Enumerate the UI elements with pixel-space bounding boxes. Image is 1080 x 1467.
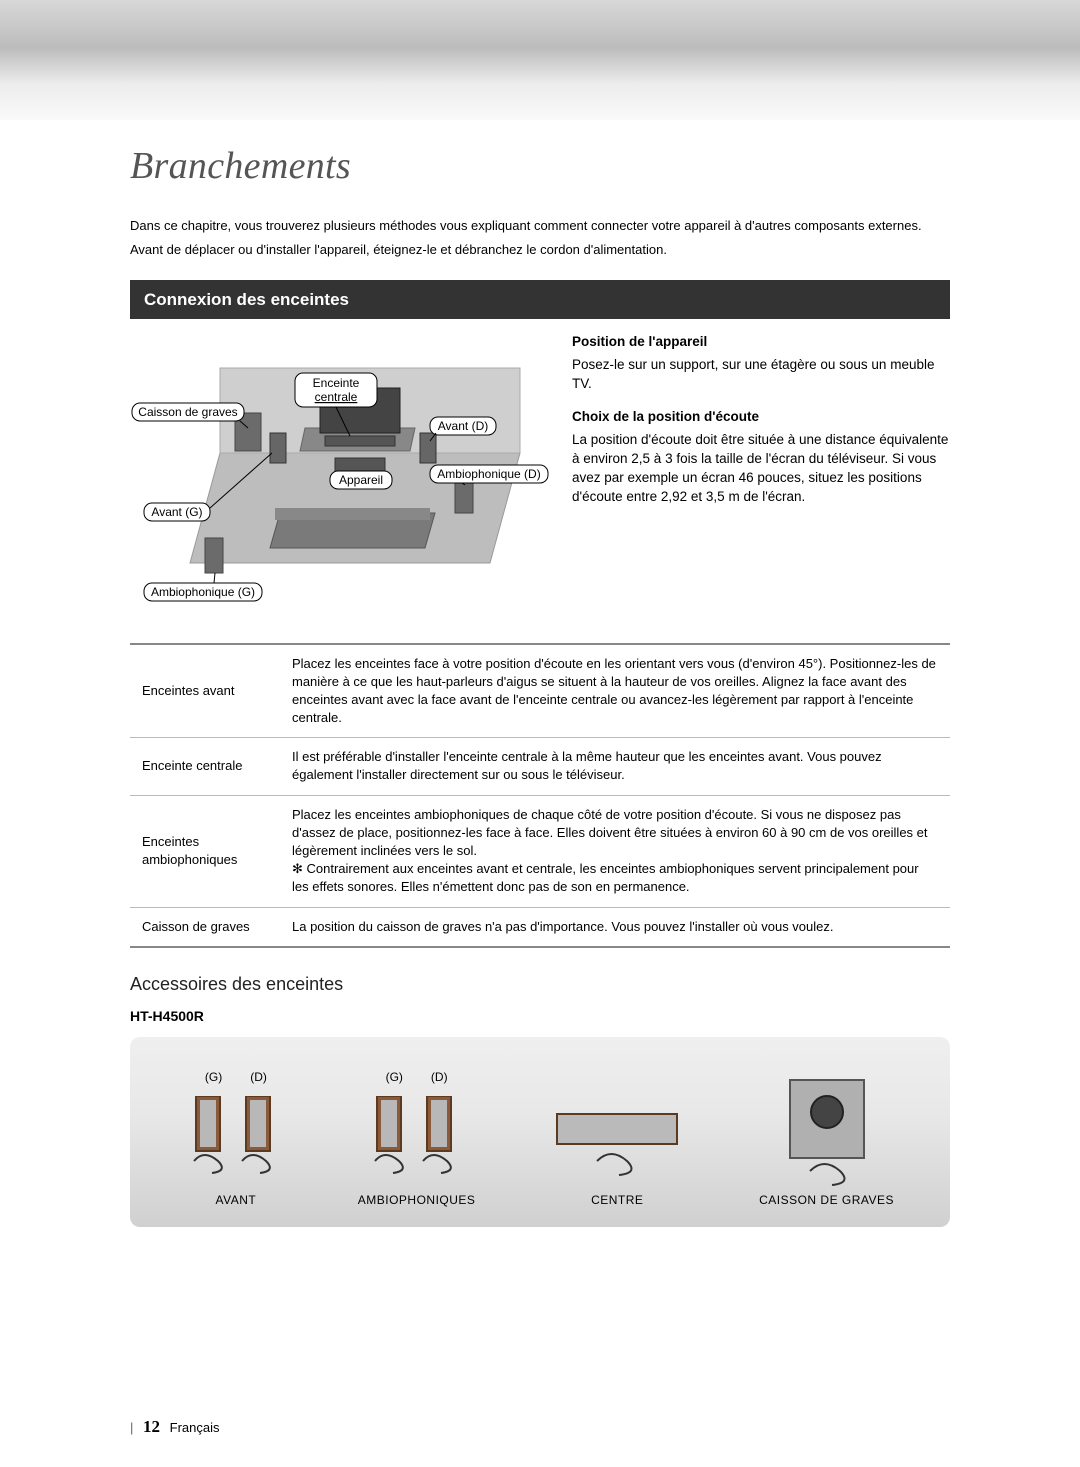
label-d: (D) <box>250 1069 267 1086</box>
footer-lang: Français <box>170 1420 220 1435</box>
svg-text:Caisson de graves: Caisson de graves <box>138 405 237 419</box>
table-row: Caisson de graves La position du caisson… <box>130 907 950 947</box>
svg-text:Appareil: Appareil <box>339 473 383 487</box>
surround-speaker-icon <box>367 1096 467 1186</box>
intro-paragraph: Dans ce chapitre, vous trouverez plusieu… <box>130 217 950 235</box>
model-name: HT-H4500R <box>130 1007 950 1027</box>
page-footer: | 12 Français <box>130 1415 220 1439</box>
label-d: (D) <box>431 1069 448 1086</box>
accessory-label: CAISSON DE GRAVES <box>759 1192 894 1209</box>
chapter-title: Branchements <box>130 140 950 193</box>
footer-divider: | <box>130 1420 133 1435</box>
accessory-front: (G) (D) AVANT <box>186 1069 286 1209</box>
svg-text:Avant (G): Avant (G) <box>151 505 202 519</box>
side-subhead: Position de l'appareil <box>572 333 950 352</box>
front-top-labels: (G) (D) <box>205 1069 267 1086</box>
label-appareil: Appareil <box>330 471 392 489</box>
svg-text:centrale: centrale <box>315 390 358 404</box>
label-surround-right: Ambiophonique (D) <box>430 465 548 485</box>
accessory-label: CENTRE <box>591 1192 643 1209</box>
label-g: (G) <box>205 1069 222 1086</box>
front-speaker-icon <box>186 1096 286 1186</box>
intro-paragraph: Avant de déplacer ou d'installer l'appar… <box>130 241 950 259</box>
room-diagram: Caisson de graves Enceinte centrale Avan… <box>130 333 550 618</box>
top-gradient-band <box>0 0 1080 120</box>
row-head: Enceinte centrale <box>130 738 280 795</box>
row-body: La position du caisson de graves n'a pas… <box>280 907 950 947</box>
side-subhead: Choix de la position d'écoute <box>572 408 950 427</box>
svg-text:Ambiophonique (D): Ambiophonique (D) <box>437 467 540 481</box>
section-bar-connexion: Connexion des enceintes <box>130 280 950 320</box>
table-row: Enceintes avant Placez les enceintes fac… <box>130 644 950 738</box>
side-block: Choix de la position d'écoute La positio… <box>572 408 950 506</box>
accessory-center: CENTRE <box>547 1096 687 1209</box>
accessory-subwoofer: CAISSON DE GRAVES <box>759 1076 894 1209</box>
speaker-placement-table: Enceintes avant Placez les enceintes fac… <box>130 643 950 948</box>
side-body: Posez-le sur un support, sur une étagère… <box>572 357 934 391</box>
page-number: 12 <box>143 1417 160 1436</box>
row-body: Placez les enceintes face à votre positi… <box>280 644 950 738</box>
room-diagram-svg: Caisson de graves Enceinte centrale Avan… <box>130 333 550 613</box>
accessory-label: AVANT <box>216 1192 257 1209</box>
row-body: Il est préférable d'installer l'enceinte… <box>280 738 950 795</box>
table-row: Enceintes ambiophoniques Placez les ence… <box>130 795 950 907</box>
row-head: Caisson de graves <box>130 907 280 947</box>
subsection-title-accessories: Accessoires des enceintes <box>130 972 950 997</box>
document-page: Branchements Dans ce chapitre, vous trou… <box>0 0 1080 1467</box>
page-content: Branchements Dans ce chapitre, vous trou… <box>0 120 1080 1227</box>
diagram-block: Caisson de graves Enceinte centrale Avan… <box>130 333 950 618</box>
row-head: Enceintes ambiophoniques <box>130 795 280 907</box>
accessory-label: AMBIOPHONIQUES <box>358 1192 476 1209</box>
surround-top-labels: (G) (D) <box>386 1069 448 1086</box>
svg-text:Enceinte: Enceinte <box>313 376 360 390</box>
center-speaker-icon <box>547 1096 687 1186</box>
label-g: (G) <box>386 1069 403 1086</box>
intro-text: Dans ce chapitre, vous trouverez plusieu… <box>130 217 950 259</box>
accessories-panel: (G) (D) AVANT (G) (D) <box>130 1037 950 1227</box>
label-surround-left: Ambiophonique (G) <box>144 573 262 601</box>
table-row: Enceinte centrale Il est préférable d'in… <box>130 738 950 795</box>
svg-text:Ambiophonique (G): Ambiophonique (G) <box>151 585 255 599</box>
accessory-surround: (G) (D) AMBIOPHONIQUES <box>358 1069 476 1209</box>
side-block: Position de l'appareil Posez-le sur un s… <box>572 333 950 394</box>
subwoofer-icon <box>772 1076 882 1186</box>
svg-text:Avant (D): Avant (D) <box>438 419 488 433</box>
row-head: Enceintes avant <box>130 644 280 738</box>
row-body: Placez les enceintes ambiophoniques de c… <box>280 795 950 907</box>
side-text: Position de l'appareil Posez-le sur un s… <box>572 333 950 520</box>
side-body: La position d'écoute doit être située à … <box>572 432 948 504</box>
